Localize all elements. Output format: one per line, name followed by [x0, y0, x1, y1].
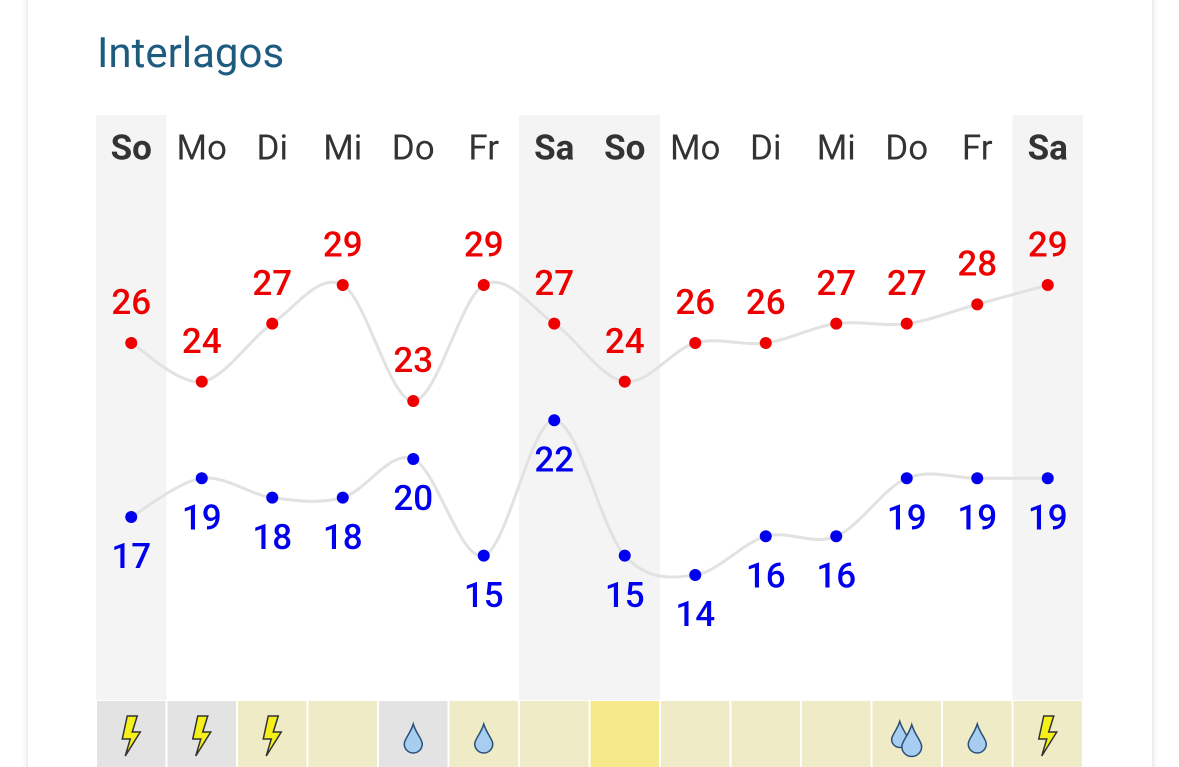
day-label: Do [392, 127, 435, 168]
temperature-label: 15 [605, 575, 645, 616]
temperature-label: 26 [675, 282, 715, 323]
temperature-point [477, 549, 490, 562]
temperature-label: 29 [1028, 224, 1068, 265]
temperature-point [900, 317, 913, 330]
temperature-label: 19 [957, 498, 997, 539]
temperature-point [266, 317, 279, 330]
chart-title: Interlagos [97, 29, 284, 78]
temperature-label: 20 [393, 478, 433, 519]
weather-cell [308, 701, 377, 767]
temperature-label: 22 [534, 440, 574, 481]
temperature-label: 27 [534, 263, 574, 304]
temperature-point [195, 375, 208, 388]
temperature-label: 17 [111, 536, 151, 577]
temperature-point [900, 472, 913, 485]
weekend-band [96, 115, 167, 700]
temperature-label: 16 [746, 556, 786, 597]
day-label: So [604, 127, 645, 168]
temperature-line [130, 418, 1048, 579]
temperature-point [759, 530, 772, 543]
weather-cell [590, 701, 659, 767]
weather-icon [403, 721, 424, 754]
weather-icon [121, 715, 142, 757]
temperature-label: 18 [323, 517, 363, 558]
day-label: Do [885, 127, 928, 168]
temperature-point [971, 298, 984, 311]
temperature-point [125, 336, 138, 349]
temperature-label: 26 [746, 282, 786, 323]
temperature-label: 14 [675, 594, 715, 635]
day-label: Mo [670, 127, 721, 168]
temperature-label: 19 [1028, 498, 1068, 539]
weather-cell [802, 701, 871, 767]
temperature-label: 28 [957, 244, 997, 285]
temperature-point [618, 549, 631, 562]
temperature-point [1041, 279, 1054, 291]
day-label: Fr [962, 127, 993, 168]
weather-icon [262, 715, 283, 757]
temperature-point [548, 317, 561, 330]
temperature-point [125, 510, 138, 523]
day-label: Sa [1028, 127, 1068, 168]
day-label: Sa [534, 127, 574, 168]
temperature-point [689, 336, 702, 349]
weather-icon [967, 721, 988, 754]
weather-icon [473, 721, 494, 754]
temperature-label: 24 [182, 321, 222, 362]
temperature-point [477, 279, 490, 291]
temperature-label: 29 [464, 224, 504, 265]
day-label: Mo [176, 127, 227, 168]
weather-cell [731, 701, 800, 767]
temperature-point [548, 414, 561, 427]
weather-icon [191, 715, 213, 757]
day-label: So [111, 127, 152, 168]
weekend-band [1012, 115, 1083, 700]
temperature-label: 19 [887, 498, 927, 539]
day-label: Di [750, 127, 781, 168]
temperature-point [407, 394, 420, 407]
weekend-band [589, 115, 660, 700]
day-label: Mi [323, 127, 362, 168]
temperature-label: 24 [605, 321, 645, 362]
temperature-point [266, 491, 279, 504]
temperature-point [336, 491, 349, 504]
temperature-label: 27 [252, 263, 292, 304]
temperature-point [830, 530, 843, 543]
temperature-label: 16 [816, 556, 856, 597]
temperature-point [195, 472, 208, 485]
temperature-label: 27 [887, 263, 927, 304]
day-label: Di [257, 127, 288, 168]
temperature-point [759, 336, 772, 349]
temperature-point [1041, 472, 1054, 485]
weather-cell [520, 701, 589, 767]
temperature-label: 26 [111, 282, 151, 323]
day-label: Fr [468, 127, 499, 168]
day-label: Mi [817, 127, 856, 168]
temperature-point [336, 279, 349, 291]
weather-icon [1037, 715, 1059, 757]
temperature-label: 29 [323, 224, 363, 265]
weekend-band [519, 115, 590, 700]
temperature-point [689, 568, 702, 581]
weather-icon [901, 721, 923, 758]
temperature-label: 27 [816, 263, 856, 304]
temperature-point [407, 452, 420, 465]
temperature-point [830, 317, 843, 330]
weather-cell [661, 701, 730, 767]
temperature-label: 19 [182, 498, 222, 539]
temperature-label: 15 [464, 575, 504, 616]
temperature-label: 23 [393, 340, 433, 381]
temperature-point [971, 472, 984, 485]
temperature-label: 18 [252, 517, 292, 558]
temperature-point [618, 375, 631, 388]
